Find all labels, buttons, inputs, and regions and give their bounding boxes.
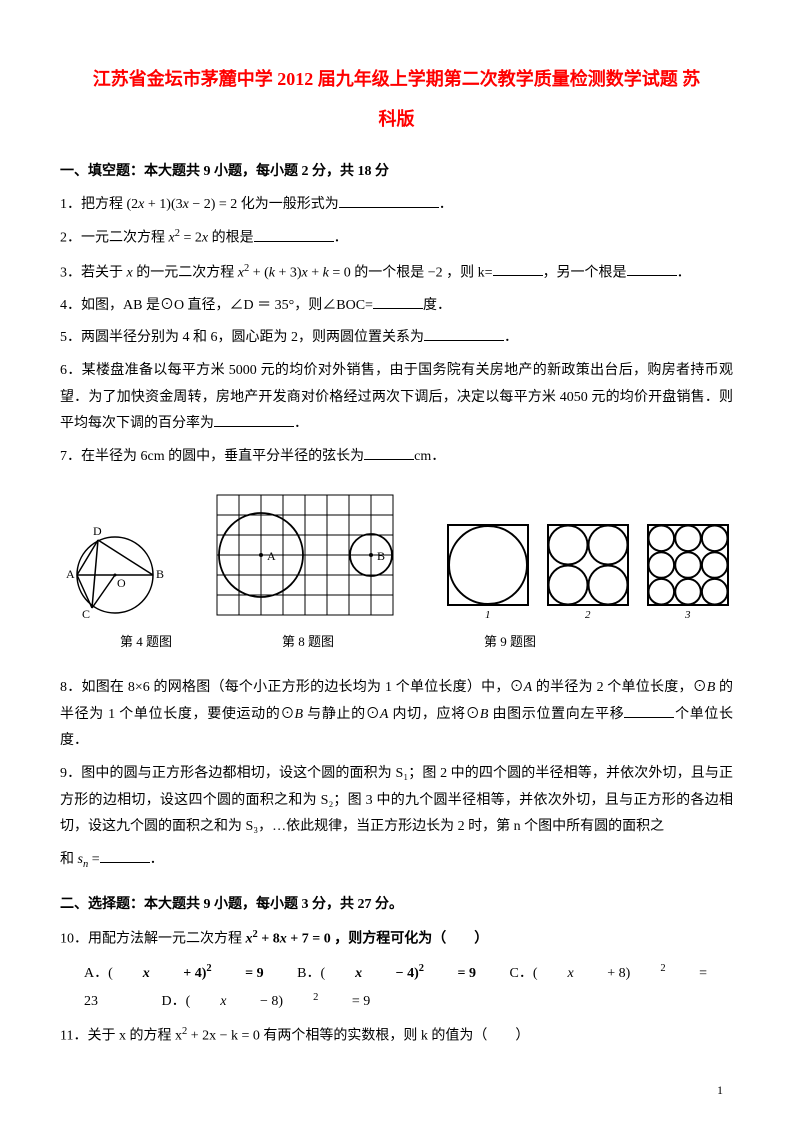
figure-labels: 第 4 题图 第 8 题图 第 9 题图 [60,630,733,655]
title-line-2: 科版 [60,100,733,140]
blank-q5[interactable] [424,326,504,341]
question-6: 6．某楼盘准备以每平方米 5000 元的均价对外销售，由于国务院有关房地产的新政… [60,358,733,438]
question-7: 7．在半径为 6cm 的圆中，垂直平分半径的弦长为cm． [60,444,733,471]
question-9: 9．图中的圆与正方形各边都相切，设这个圆的面积为 S₁；图 2 中的四个圆的半径… [60,761,733,841]
question-10: 10．用配方法解一元二次方程 x2 + 8x + 7 = 0 ，则方程可化为（ … [60,925,733,953]
fig-label-4: 第 4 题图 [120,630,172,655]
question-9b: 和 sn =． [60,847,733,875]
figure-q8: A B [212,490,402,620]
svg-text:2: 2 [585,609,591,620]
section-1-header: 一、填空题：本大题共 9 小题，每小题 2 分，共 18 分 [60,159,733,186]
svg-text:B: B [377,549,385,563]
svg-text:A: A [66,567,75,581]
figures-row: D A O B C A B 1 [60,490,733,620]
svg-text:A: A [267,549,276,563]
svg-text:1: 1 [485,609,491,620]
svg-text:B: B [156,567,164,581]
figure-q9: 1 2 3 [443,520,733,620]
question-1: 1．把方程 (2x + 1)(3x − 2) = 2 化为一般形式为． [60,192,733,219]
question-11: 11．关于 x 的方程 x2 + 2x − k = 0 有两个相等的实数根，则 … [60,1022,733,1050]
blank-q8[interactable] [624,703,674,718]
fig-label-9: 第 9 题图 [484,630,536,655]
option-10d[interactable]: D．(x − 8)2 = 9 [162,994,401,1009]
figure-q4: D A O B C [60,520,170,620]
question-5: 5．两圆半径分别为 4 和 6，圆心距为 2，则两圆位置关系为． [60,325,733,352]
blank-q4[interactable] [373,294,423,309]
blank-q7[interactable] [364,445,414,460]
title-line-1: 江苏省金坛市茅麓中学 2012 届九年级上学期第二次教学质量检测数学试题 苏 [60,60,733,100]
question-2: 2．一元二次方程 x2 = 2x 的根是． [60,224,733,252]
section-2-header: 二、选择题：本大题共 9 小题，每小题 3 分，共 27 分。 [60,892,733,919]
blank-q2[interactable] [254,227,334,242]
question-10-options: A．(x + 4)2 = 9 B．(x − 4)2 = 9 C．(x + 8)2… [84,959,733,1016]
fig-label-8: 第 8 题图 [282,630,334,655]
question-3: 3．若关于 x 的一元二次方程 x2 + (k + 3)x + k = 0 的一… [60,259,733,287]
question-4: 4．如图，AB 是⊙O 直径，∠D ＝ 35°，则∠BOC=度． [60,293,733,320]
blank-q1[interactable] [339,193,439,208]
blank-q6[interactable] [214,412,294,427]
svg-text:D: D [93,524,102,538]
page-number: 1 [717,1079,723,1102]
svg-text:O: O [117,576,126,590]
exam-title: 江苏省金坛市茅麓中学 2012 届九年级上学期第二次教学质量检测数学试题 苏 科… [60,60,733,139]
svg-text:C: C [82,607,90,620]
blank-q3b[interactable] [627,261,677,276]
option-10a[interactable]: A．(x + 4)2 = 9 [84,966,264,981]
blank-q9[interactable] [100,848,150,863]
svg-text:3: 3 [684,609,691,620]
question-8: 8．如图在 8×6 的网格图（每个小正方形的边长均为 1 个单位长度）中，⊙A … [60,675,733,755]
blank-q3a[interactable] [493,261,543,276]
option-10b[interactable]: B．(x − 4)2 = 9 [297,966,476,981]
